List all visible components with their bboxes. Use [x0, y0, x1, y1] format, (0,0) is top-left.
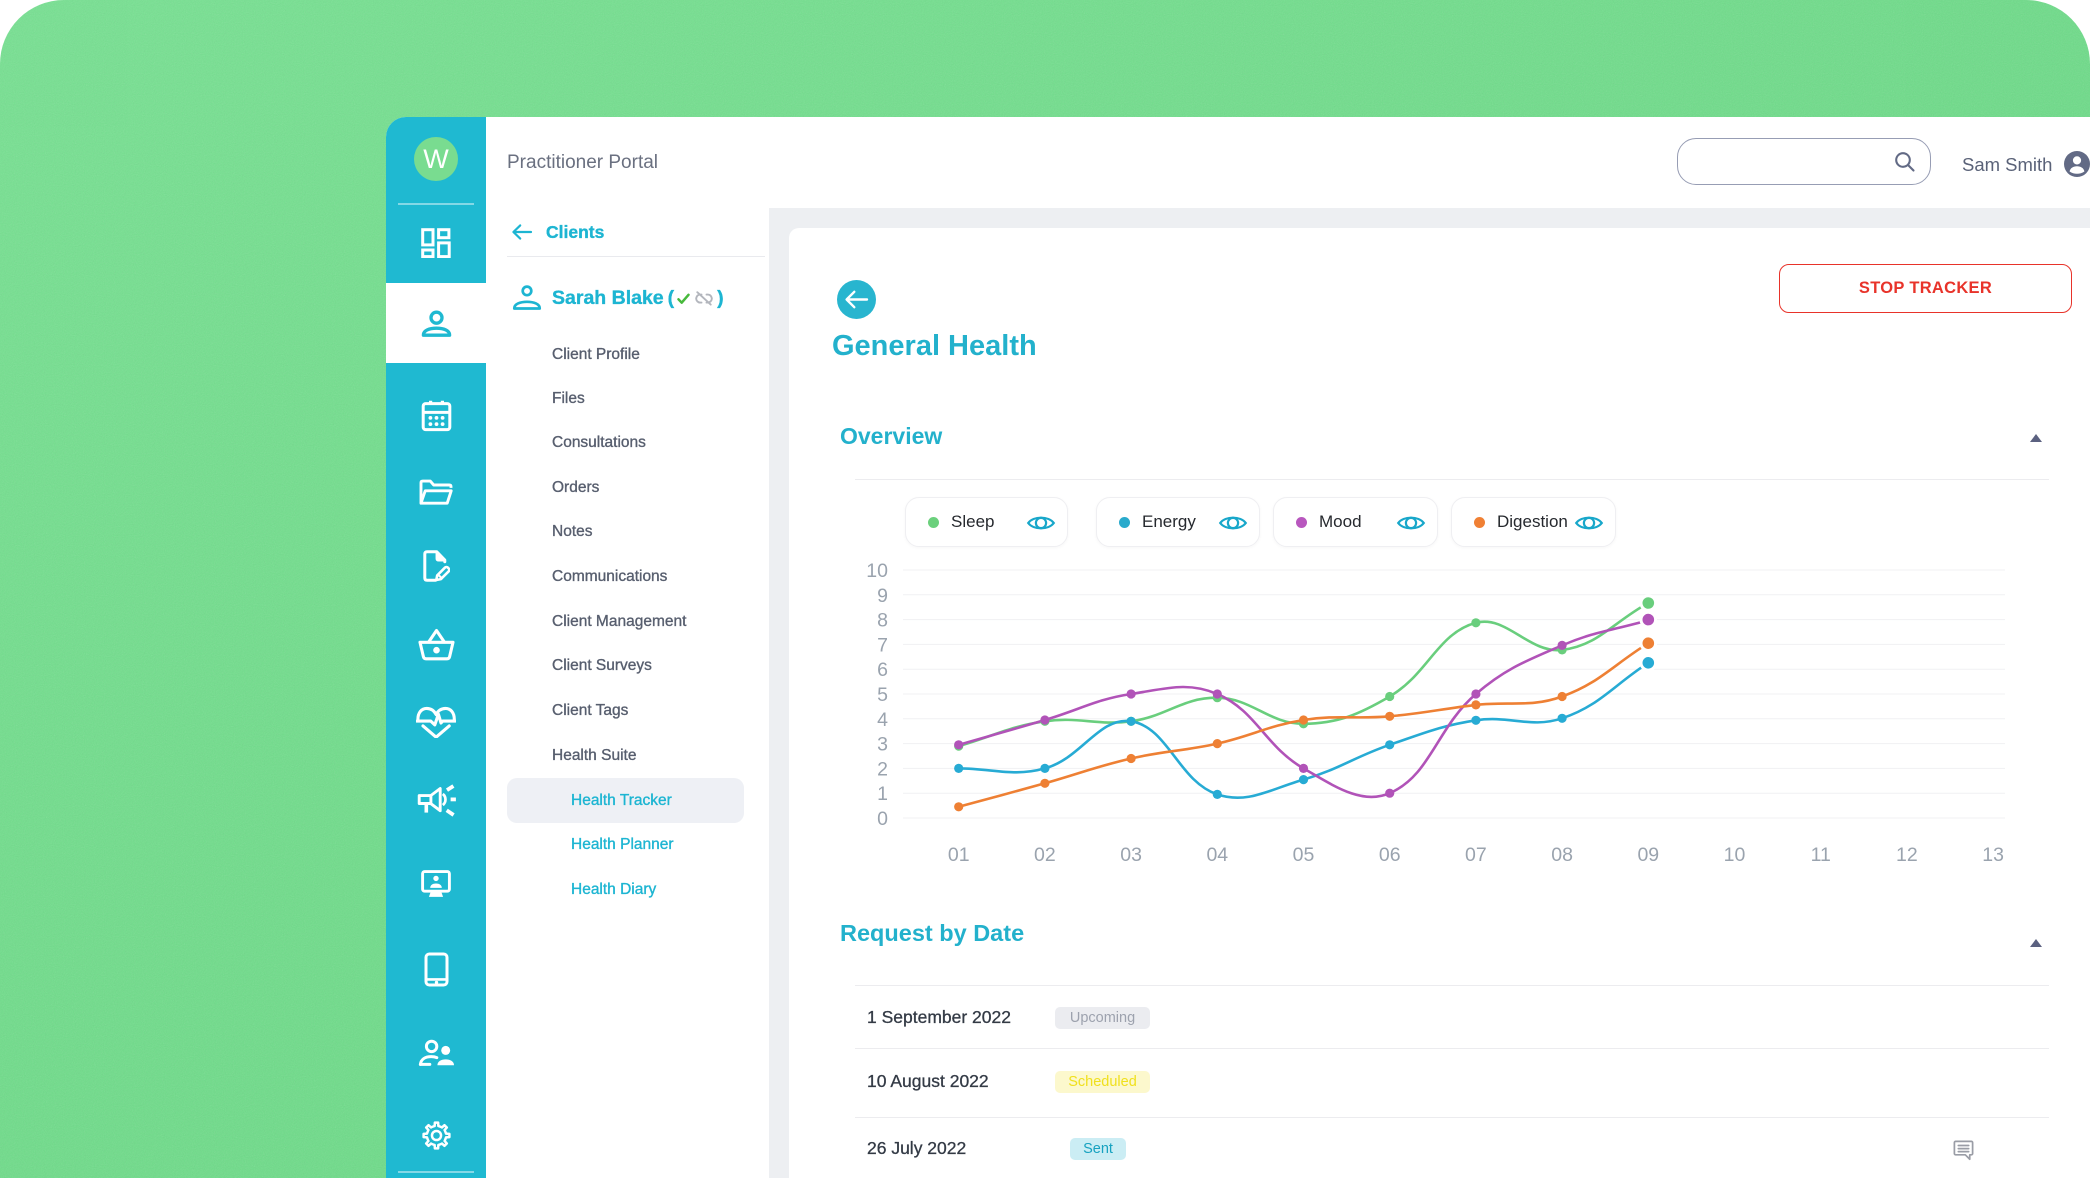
svg-text:10: 10: [1724, 844, 1746, 866]
svg-text:08: 08: [1551, 844, 1573, 866]
svg-text:10: 10: [866, 560, 888, 582]
svg-text:04: 04: [1206, 844, 1228, 866]
svg-text:13: 13: [1982, 844, 2004, 866]
svg-text:2: 2: [877, 758, 888, 780]
svg-text:07: 07: [1465, 844, 1487, 866]
svg-text:0: 0: [877, 808, 888, 830]
svg-text:02: 02: [1034, 844, 1056, 866]
svg-text:09: 09: [1637, 844, 1659, 866]
svg-text:9: 9: [877, 585, 888, 607]
svg-text:3: 3: [877, 734, 888, 756]
svg-text:05: 05: [1293, 844, 1315, 866]
svg-text:6: 6: [877, 659, 888, 681]
svg-text:1: 1: [877, 783, 888, 805]
svg-text:8: 8: [877, 610, 888, 632]
svg-text:06: 06: [1379, 844, 1401, 866]
svg-text:01: 01: [948, 844, 970, 866]
svg-text:7: 7: [877, 634, 888, 656]
svg-text:5: 5: [877, 684, 888, 706]
svg-text:11: 11: [1811, 844, 1831, 866]
svg-text:03: 03: [1120, 844, 1142, 866]
svg-text:12: 12: [1896, 844, 1918, 866]
svg-text:4: 4: [877, 709, 888, 731]
